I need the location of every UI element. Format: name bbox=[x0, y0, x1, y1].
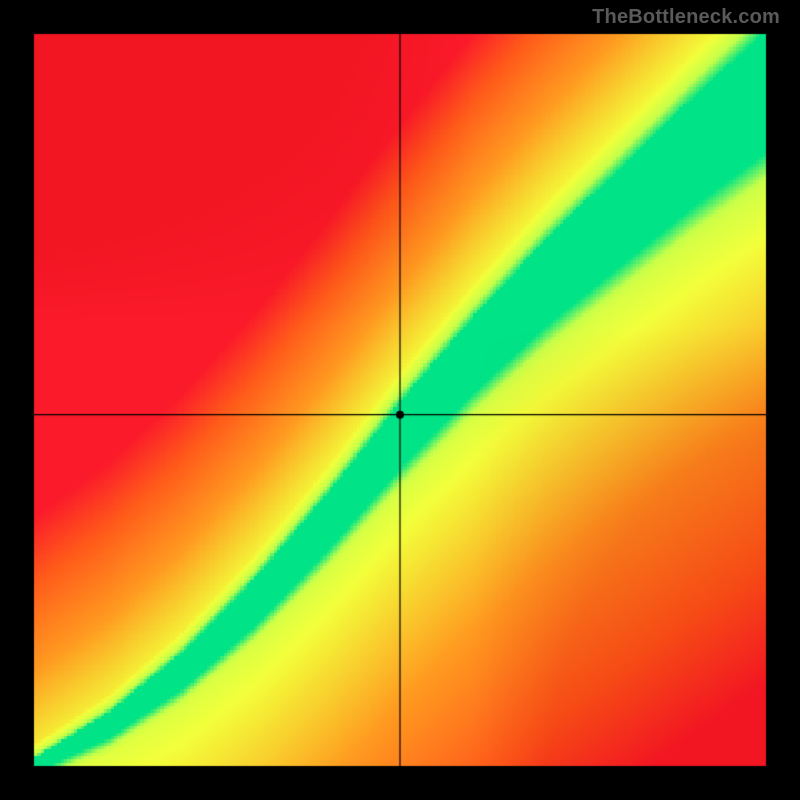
heatmap-canvas bbox=[0, 0, 800, 800]
watermark-text: TheBottleneck.com bbox=[592, 6, 780, 29]
chart-container: TheBottleneck.com bbox=[0, 0, 800, 800]
